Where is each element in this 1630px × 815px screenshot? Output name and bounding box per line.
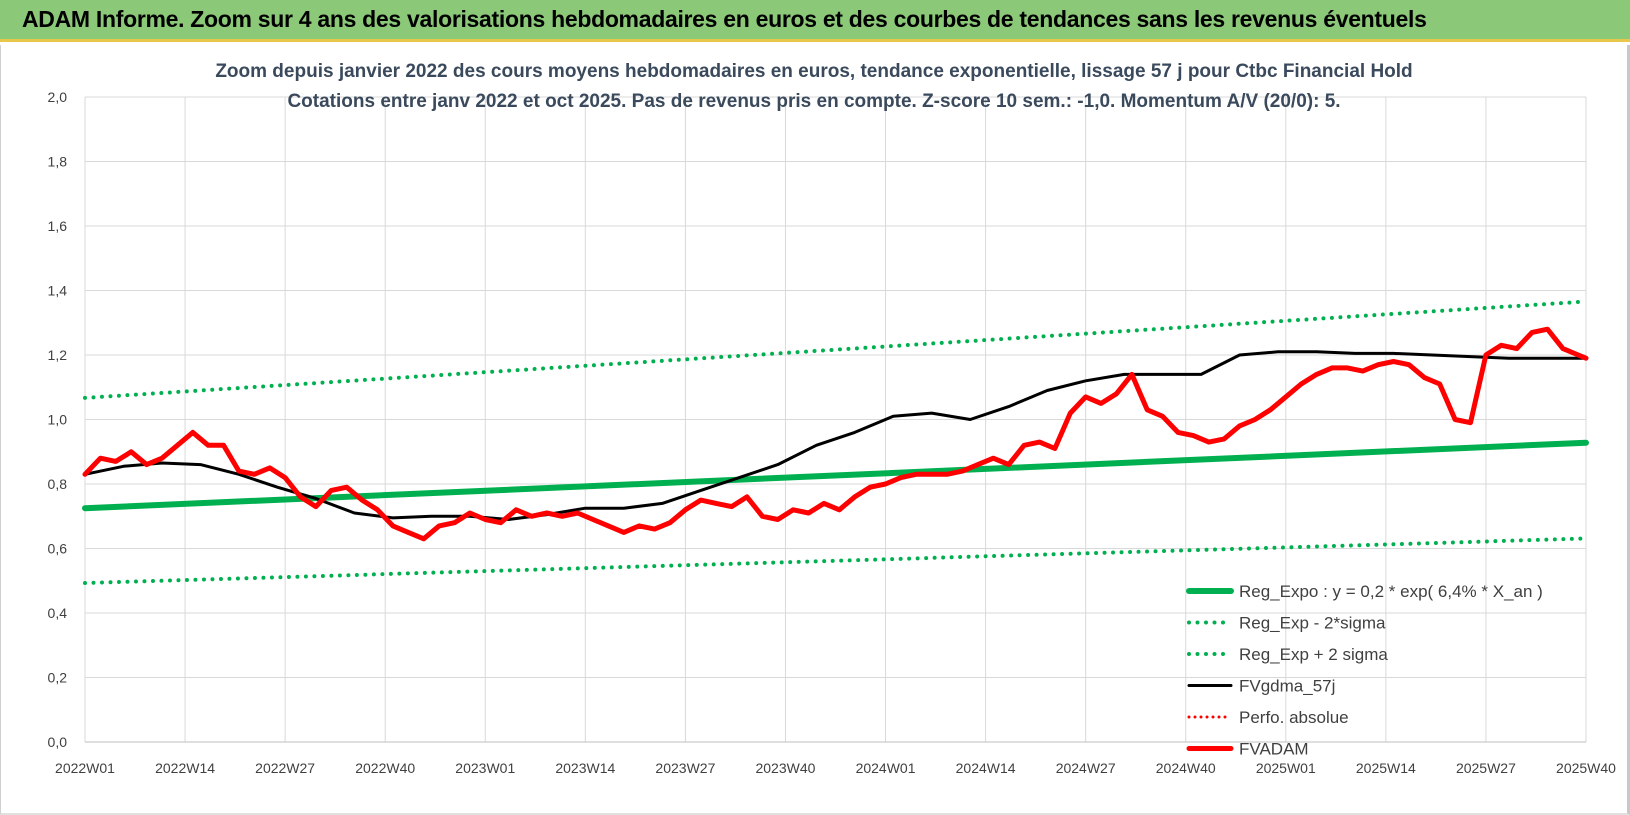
x-tick-label: 2023W27 xyxy=(655,760,715,776)
y-tick-label: 0,2 xyxy=(48,670,68,686)
y-tick-label: 1,8 xyxy=(48,154,68,170)
x-tick-label: 2024W14 xyxy=(956,760,1016,776)
banner-title: ADAM Informe. Zoom sur 4 ans des valoris… xyxy=(22,6,1427,32)
x-tick-label: 2023W40 xyxy=(755,760,815,776)
legend-label: Reg_Exp - 2*sigma xyxy=(1239,614,1386,633)
y-tick-label: 1,2 xyxy=(48,347,68,363)
x-tick-label: 2022W27 xyxy=(255,760,315,776)
y-tick-label: 1,4 xyxy=(48,283,68,299)
x-tick-label: 2024W27 xyxy=(1056,760,1116,776)
series-line-solid xyxy=(83,350,1588,521)
line-chart: 0,0 0,2 0,4 0,6 0,8 1,0 1,2 1,4 1,6 1,8 2,0 2022W01… xyxy=(48,61,1617,776)
x-tick-label: 2022W40 xyxy=(355,760,415,776)
x-tick-label: 2023W14 xyxy=(555,760,615,776)
y-tick-label: 1,0 xyxy=(48,412,68,428)
series-line-solid-thick xyxy=(82,439,1589,512)
chart-area: 0,0 0,2 0,4 0,6 0,8 1,0 1,2 1,4 1,6 1,8 2,0 2022W01… xyxy=(0,45,1630,815)
y-tick-label: 2,0 xyxy=(48,89,68,105)
x-tick-label: 2024W40 xyxy=(1156,760,1216,776)
gridlines xyxy=(84,96,1587,743)
legend: Reg_Expo : y = 0,2 * exp( 6,4% * X_an ) R… xyxy=(1186,582,1543,759)
legend-label: Perfo. absolue xyxy=(1239,708,1349,727)
y-tick-label: 0,6 xyxy=(48,541,68,557)
chart-title: Zoom depuis janvier 2022 des cours moyen… xyxy=(215,61,1412,82)
x-tick-label: 2023W01 xyxy=(455,760,515,776)
chart-subtitle: Cotations entre janv 2022 et oct 2025. P… xyxy=(287,91,1340,112)
y-tick-label: 0,4 xyxy=(48,605,68,621)
series-line-dotted xyxy=(83,536,1588,585)
series-lines xyxy=(82,299,1589,585)
y-tick-label: 0,8 xyxy=(48,476,68,492)
legend-label: Reg_Expo : y = 0,2 * exp( 6,4% * X_an ) xyxy=(1239,582,1543,601)
legend-label: FVgdma_57j xyxy=(1239,677,1335,696)
y-tick-label: 0,0 xyxy=(48,734,68,750)
report-banner: ADAM Informe. Zoom sur 4 ans des valoris… xyxy=(0,0,1630,42)
axis-ticks: 0,0 0,2 0,4 0,6 0,8 1,0 1,2 1,4 1,6 1,8 2,0 2022W01… xyxy=(48,89,1617,776)
x-tick-label: 2025W01 xyxy=(1256,760,1316,776)
x-tick-label: 2025W14 xyxy=(1356,760,1416,776)
legend-label: Reg_Exp + 2 sigma xyxy=(1239,645,1388,664)
x-tick-label: 2025W27 xyxy=(1456,760,1516,776)
x-tick-label: 2022W01 xyxy=(55,760,115,776)
series-line-solid-thick-red xyxy=(82,326,1589,542)
series-line-dotted xyxy=(83,299,1588,400)
x-tick-label: 2024W01 xyxy=(856,760,916,776)
y-tick-label: 1,6 xyxy=(48,218,68,234)
x-tick-label: 2025W40 xyxy=(1556,760,1616,776)
x-tick-label: 2022W14 xyxy=(155,760,215,776)
legend-label: FVADAM xyxy=(1239,740,1309,759)
